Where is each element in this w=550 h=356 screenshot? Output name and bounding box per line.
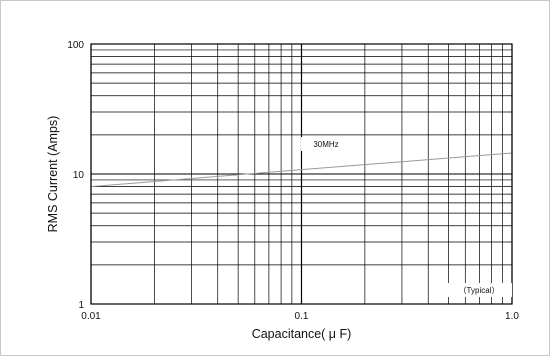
- plot-area-border: [90, 43, 513, 305]
- y-tick-label: 1: [78, 300, 84, 311]
- x-tick-label: 1.0: [505, 311, 519, 322]
- x-tick-label: 0.01: [81, 311, 101, 322]
- series-annotation-30mhz: 30MHz: [301, 137, 351, 151]
- typical-label: （Typical）: [459, 286, 500, 295]
- tick-labels: 0.01 0.1 1.0 1 10 100: [67, 40, 519, 322]
- series-line-30mhz: [90, 152, 513, 188]
- series-label-30mhz: 30MHz: [313, 140, 338, 149]
- y-axis-title: RMS Current (Amps): [46, 116, 60, 233]
- typical-annotation: （Typical）: [446, 283, 512, 297]
- y-tick-label: 10: [73, 170, 85, 181]
- y-tick-label: 100: [67, 40, 84, 51]
- x-axis-title: Capacitance( μ F): [252, 327, 352, 341]
- x-tick-label: 0.1: [295, 311, 309, 322]
- series-layer: [90, 152, 513, 188]
